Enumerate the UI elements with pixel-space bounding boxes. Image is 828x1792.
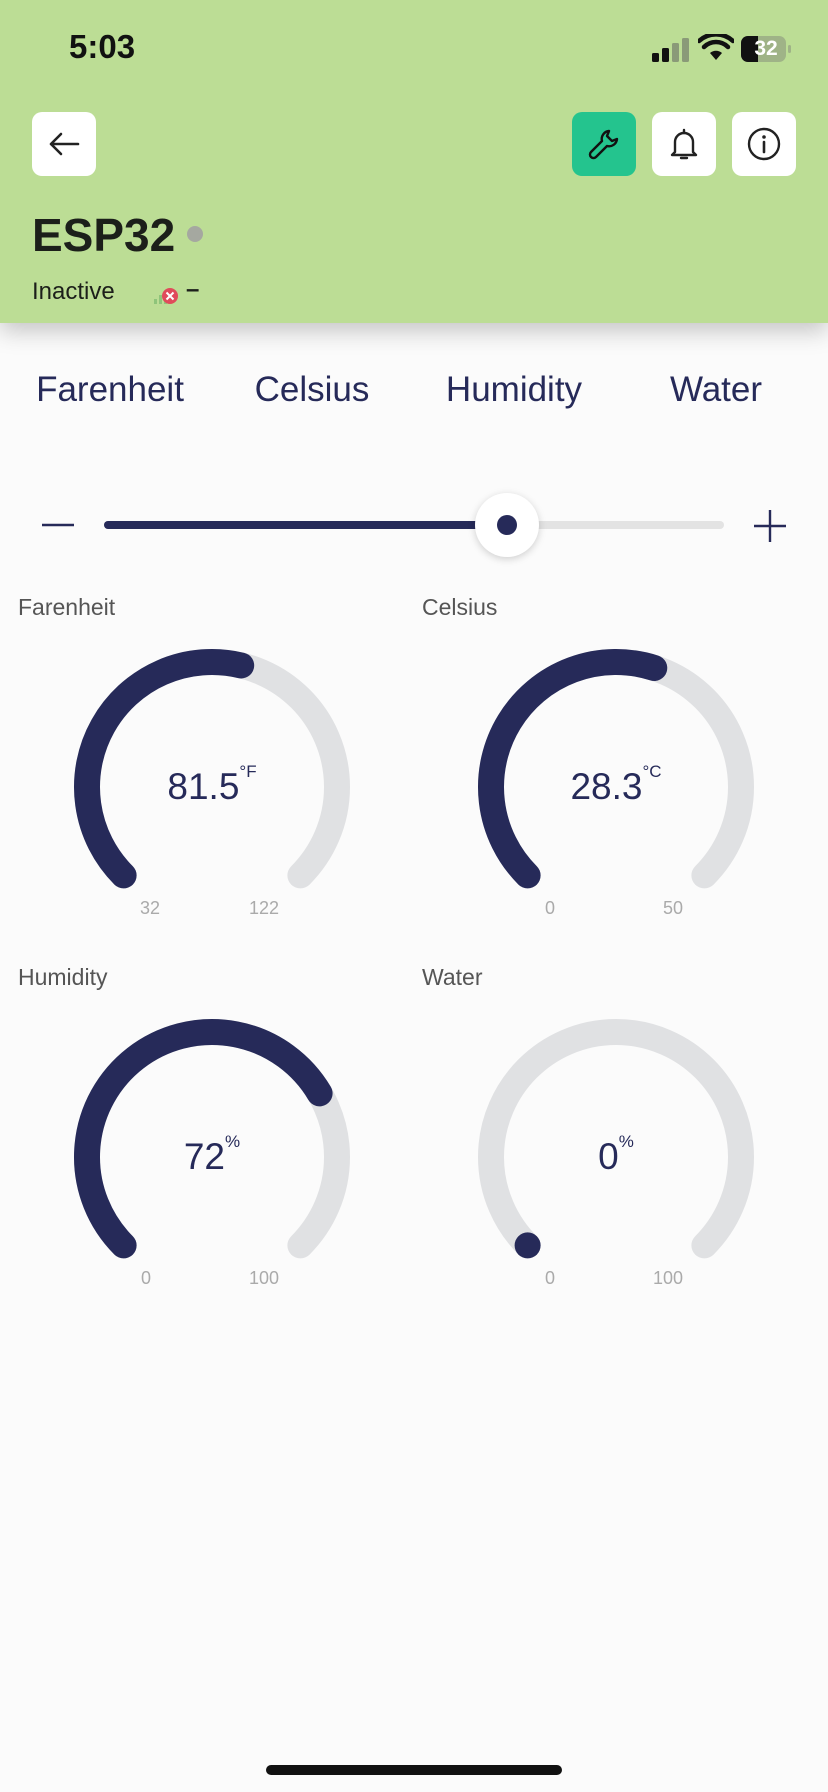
gauge-label: Humidity [18,964,108,990]
settings-button[interactable] [572,112,636,176]
gauge-max: 100 [249,1268,280,1288]
slider-fill [104,521,507,529]
connection-dot [187,226,203,242]
tab-celsius[interactable]: Celsius [254,370,370,409]
gauge-value-arc [514,1232,541,1259]
gauge-track [478,1019,754,1259]
home-indicator [266,1765,562,1775]
datastream-tabs: Farenheit Celsius Humidity Water [0,370,828,420]
device-header: 5:03 32 [0,0,828,323]
slider-decrease-button[interactable] [40,512,76,538]
status-time: 5:03 [69,28,136,65]
gauge-min: 0 [545,898,556,918]
notifications-button[interactable] [652,112,716,176]
wrench-icon [588,129,619,160]
gauge-value: 72% [183,1132,241,1177]
gauge-celsius [478,649,754,889]
tab-humidity[interactable]: Humidity [445,370,583,409]
gauge-label: Celsius [422,594,498,620]
gauge-min: 0 [545,1268,556,1288]
gauge-value: 0% [598,1132,634,1177]
wifi-icon [698,34,734,60]
back-arrow-icon [49,132,80,156]
gauge-min: 0 [141,1268,152,1288]
gauge-farenheit [74,649,350,889]
gauge-max: 100 [653,1268,684,1288]
gauge-water [478,1019,754,1259]
signal-text: – [186,276,200,303]
device-status: Inactive [32,278,115,305]
gauge-value: 81.5°F [167,762,257,807]
bell-icon [670,128,698,160]
tab-farenheit[interactable]: Farenheit [36,370,184,409]
slider-increase-button[interactable] [752,508,788,544]
gauge-value: 28.3°C [570,762,662,807]
gauge-max: 50 [663,898,684,918]
info-icon [747,127,781,161]
no-signal-icon [154,288,178,304]
gauge-max: 122 [249,898,280,918]
gauge-label: Water [422,964,483,990]
battery-level: 32 [754,37,778,60]
tab-water[interactable]: Water [669,370,763,409]
gauge-min: 32 [140,898,161,918]
info-button[interactable] [732,112,796,176]
gauge-humidity [74,1019,350,1259]
gauge-value-arc [74,1019,333,1259]
slider-thumb[interactable] [475,493,539,557]
gauge-label: Farenheit [18,594,116,620]
device-name: ESP32 [32,209,176,261]
cell-signal-icon [652,38,689,62]
gauge-value-arc [74,649,255,889]
back-button[interactable] [32,112,96,176]
gauge-value-arc [478,649,668,889]
battery-icon: 32 [741,36,791,62]
